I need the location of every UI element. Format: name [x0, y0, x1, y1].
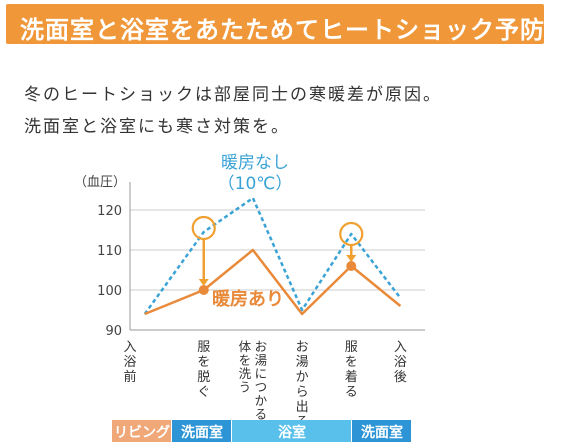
x-tick-label: う — [239, 380, 252, 395]
x-tick-label: 着 — [345, 369, 358, 385]
x-tick-label: 体 — [239, 339, 252, 354]
highlight-arrowhead — [198, 279, 209, 286]
x-tick-label: お — [255, 339, 268, 354]
zone-label: リビング — [114, 424, 170, 441]
title-banner: 洗面室と浴室をあたためてヒートショック予防 — [6, 4, 544, 44]
x-tick-label: 浴 — [123, 355, 136, 370]
data-point — [346, 261, 357, 271]
x-tick-label: 出 — [296, 400, 309, 415]
x-tick-label: ぐ — [197, 385, 210, 400]
x-tick-label: 前 — [123, 369, 136, 385]
data-point — [198, 285, 209, 295]
lead-line-2: 洗面室と浴室にも寒さ対策を。 — [24, 117, 290, 137]
x-tick-label: 湯 — [296, 355, 309, 370]
x-tick-label: 脱 — [197, 370, 210, 385]
zone-label: 洗面室 — [181, 424, 223, 441]
x-tick-label: 洗 — [239, 366, 252, 381]
zone-label: 浴室 — [278, 424, 306, 441]
x-tick-label: を — [239, 353, 252, 368]
x-tick-label: ら — [296, 385, 309, 400]
x-tick-label: 湯 — [255, 353, 268, 368]
series-line-heating — [144, 248, 402, 316]
x-tick-label: 浴 — [394, 355, 407, 370]
y-tick-label: 100 — [97, 284, 122, 299]
series-label-no-heating: 暖房なし — [221, 153, 289, 173]
x-tick-label: お — [296, 340, 309, 355]
highlight-arrowhead — [346, 255, 357, 262]
x-tick-label: を — [197, 355, 210, 370]
x-tick-label: る — [345, 385, 358, 400]
y-tick-label: 120 — [97, 204, 122, 219]
lead-line-1: 冬のヒートショックは部屋同士の寒暖差が原因。 — [24, 85, 442, 105]
x-tick-label: か — [255, 393, 268, 408]
x-tick-label: 後 — [394, 370, 407, 385]
x-tick-label: 服 — [345, 340, 358, 355]
x-tick-label: 入 — [394, 340, 407, 355]
series-line-no-heating — [143, 196, 402, 315]
highlight-circle — [191, 215, 216, 241]
x-tick-label: 服 — [197, 340, 210, 355]
series-label-heating: 暖房あり — [212, 288, 284, 310]
x-tick-label: か — [296, 370, 309, 385]
y-axis-label: （血圧） — [74, 175, 126, 190]
zone-block — [112, 420, 171, 442]
zone-label: 洗面室 — [361, 424, 403, 441]
x-tick-label: る — [255, 407, 268, 422]
x-tick-label: に — [255, 366, 268, 381]
zone-block — [232, 420, 351, 442]
banner-title: 洗面室と浴室をあたためてヒートショック予防 — [20, 16, 545, 44]
series-label-no-heating: （10℃） — [218, 174, 293, 194]
x-tick-label: 入 — [123, 340, 136, 355]
y-tick-label: 110 — [97, 244, 122, 259]
x-tick-label: を — [345, 355, 358, 370]
zone-block — [172, 420, 231, 442]
y-tick-label: 90 — [105, 324, 122, 339]
zone-block — [352, 420, 411, 442]
x-tick-label: つ — [255, 380, 268, 395]
